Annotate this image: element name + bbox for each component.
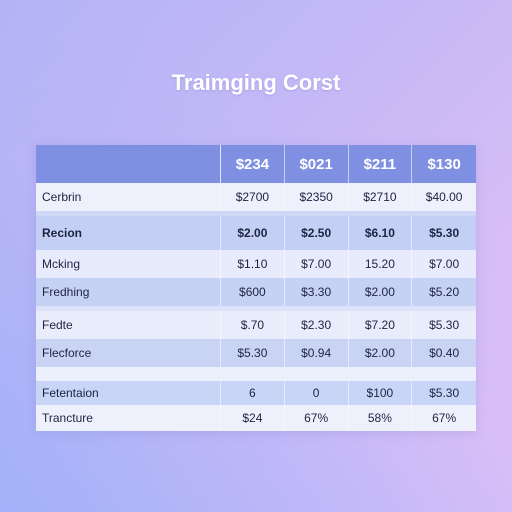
header-value-cell: $130	[427, 155, 461, 173]
table-row: Fedte $.70 $2.30 $7.20 $5.30	[36, 311, 476, 339]
row-value: 6	[221, 381, 285, 405]
row-value: $5.30	[429, 226, 460, 240]
table-row: Fetentaion 6 0 $100 $5.30	[36, 381, 476, 405]
row-label: Trancture	[36, 405, 221, 431]
page-title: Traimging Corst	[171, 70, 341, 95]
row-value: $1.10	[221, 250, 285, 278]
header-value-cell: $234	[221, 145, 285, 183]
header-label-cell	[36, 145, 221, 183]
row-label: Cerbrin	[36, 183, 221, 211]
row-label: Flecforce	[36, 339, 221, 367]
row-value: $2.50	[285, 216, 349, 250]
row-spacer	[36, 306, 476, 311]
row-value: 0	[285, 381, 349, 405]
table-header-row: $234 $021 $211 $130	[36, 145, 476, 183]
row-spacer	[36, 367, 476, 381]
row-value: $5.30	[429, 386, 460, 400]
row-spacer	[36, 211, 476, 216]
row-value: $.70	[221, 311, 285, 339]
row-value: $7.00	[429, 257, 460, 271]
row-value: $0.94	[285, 339, 349, 367]
row-value: $40.00	[425, 190, 463, 204]
table-row: Recion $2.00 $2.50 $6.10 $5.30	[36, 216, 476, 250]
row-label: Mcking	[36, 250, 221, 278]
row-value: $2700	[221, 183, 285, 211]
row-label: Fredhing	[36, 278, 221, 306]
row-label: Fedte	[36, 311, 221, 339]
row-value: $24	[221, 405, 285, 431]
row-value: $5.30	[221, 339, 285, 367]
row-value: $100	[349, 381, 413, 405]
row-value: $2.00	[349, 339, 413, 367]
table-row: Trancture $24 67% 58% 67%	[36, 405, 476, 431]
row-value: $2.00	[349, 278, 413, 306]
row-value: $600	[221, 278, 285, 306]
row-label: Fetentaion	[36, 381, 221, 405]
table-row: Mcking $1.10 $7.00 15.20 $7.00	[36, 250, 476, 278]
row-value: $5.20	[429, 285, 460, 299]
row-value: $2710	[349, 183, 413, 211]
row-value: 67%	[432, 411, 457, 425]
header-value-cell: $021	[285, 145, 349, 183]
row-value: $2350	[285, 183, 349, 211]
row-value: $7.00	[285, 250, 349, 278]
row-value: $2.00	[221, 216, 285, 250]
row-value: $5.30	[429, 318, 460, 332]
cost-table: $234 $021 $211 $130 Cerbrin $2700 $2350 …	[36, 145, 476, 431]
header-value-cell: $211	[349, 145, 413, 183]
row-value: 15.20	[349, 250, 413, 278]
row-value: $2.30	[285, 311, 349, 339]
table-row: Flecforce $5.30 $0.94 $2.00 $0.40	[36, 339, 476, 367]
row-value: $7.20	[349, 311, 413, 339]
row-value: $3.30	[285, 278, 349, 306]
table-row: Fredhing $600 $3.30 $2.00 $5.20	[36, 278, 476, 306]
row-value: 67%	[285, 405, 349, 431]
row-label: Recion	[36, 216, 221, 250]
row-value: 58%	[349, 405, 413, 431]
row-value: $6.10	[349, 216, 413, 250]
table-row: Cerbrin $2700 $2350 $2710 $40.00	[36, 183, 476, 211]
row-value: $0.40	[429, 346, 460, 360]
